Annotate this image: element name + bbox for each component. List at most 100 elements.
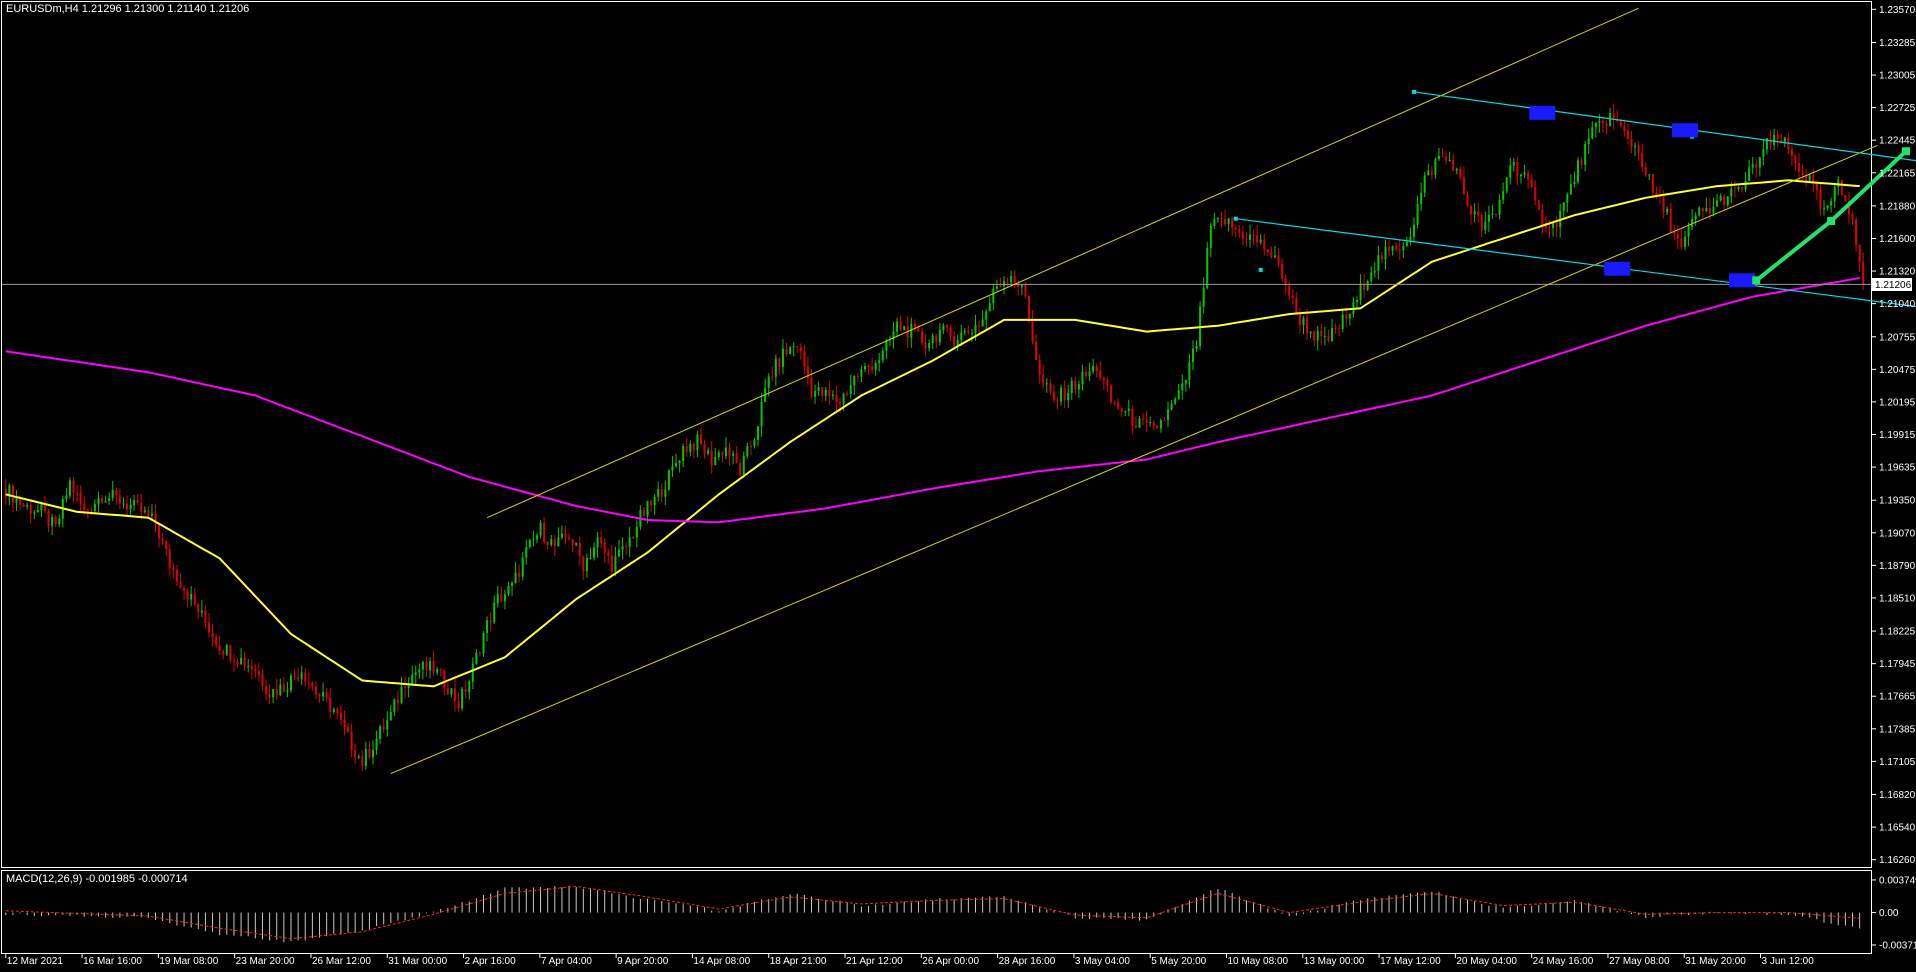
candle [411,665,414,686]
candle [1683,230,1686,251]
candle [1174,396,1177,406]
candle [518,564,521,583]
candle [68,477,71,499]
candle [689,440,692,457]
candle [528,538,531,549]
candle [1651,173,1654,197]
candle [29,500,32,525]
candle [15,490,18,511]
candle [956,334,959,352]
x-tick-label: 7 Apr 04:00 [541,956,593,967]
candle [781,339,784,374]
candle [1427,163,1430,176]
candle [453,678,456,712]
candle [211,623,214,647]
candle [1241,225,1244,246]
candle [1391,245,1394,256]
candle [468,679,471,700]
candle [247,659,250,673]
candle [1145,411,1148,432]
candle [988,296,991,312]
candle [978,320,981,333]
candle [1309,330,1312,339]
candle [1220,211,1223,228]
y-tick-label: 1.23005 [1879,71,1916,82]
candle [8,483,11,506]
y-tick-label: 1.19635 [1879,463,1916,474]
candle [464,680,467,699]
candle [593,542,596,561]
candle [511,581,514,596]
candle [1420,182,1423,211]
candle [450,688,453,698]
candle [108,492,111,505]
candle [54,514,57,527]
candle [1830,197,1833,213]
candle [1334,323,1337,334]
x-tick-label: 16 Mar 16:00 [83,956,142,967]
y-tick-label: 1.18510 [1879,593,1916,604]
candle [325,688,328,703]
candle [461,686,464,712]
candle [379,724,382,744]
candle [421,660,424,680]
candle [1634,142,1637,157]
candle [36,504,39,513]
candle [1395,242,1398,252]
candle [143,506,146,514]
candle [742,451,745,478]
candle [364,741,367,770]
candle [696,431,699,458]
candle [1231,216,1234,236]
candle [371,740,374,765]
candle [1277,248,1280,267]
candle [1733,180,1736,198]
candle [924,334,927,358]
candle [1142,412,1145,425]
candle [1035,334,1038,361]
candle [204,605,207,630]
candle [1245,232,1248,247]
candle [168,543,171,576]
candle [1006,277,1009,288]
candle [507,581,510,597]
candle [414,665,417,685]
candle [963,328,966,335]
candle [1060,384,1063,406]
candle [1819,183,1822,216]
candle [1149,416,1152,427]
candle [678,459,681,473]
candle [1487,205,1490,232]
candle [849,374,852,399]
candle [343,710,346,736]
candles-layer [4,103,1865,771]
ascending-channel-lower [390,144,1878,775]
candle [22,502,25,508]
candle [1762,139,1765,166]
candle [232,653,235,672]
macd-signal-line [5,885,1860,940]
candle [1495,213,1498,218]
candle [514,562,517,584]
y-tick-label: 1.17105 [1879,757,1916,768]
candle [1773,128,1776,151]
candle [778,357,781,376]
y-tick-label: 1.18790 [1879,561,1916,572]
candle [1765,138,1768,155]
candle [489,612,492,632]
candle [1373,262,1376,278]
candle [493,595,496,624]
candle [1413,217,1416,243]
x-tick-label: 17 May 12:00 [1380,956,1441,967]
candle [1562,202,1565,218]
candle [261,669,264,691]
candle [992,283,995,311]
x-tick-label: 31 Mar 00:00 [388,956,447,967]
candle [1705,197,1708,213]
candle [1844,194,1847,202]
candle [183,585,186,600]
macd-plot-frame [1,870,1872,954]
candle [122,497,125,509]
candle [953,331,956,351]
candle [332,707,335,715]
